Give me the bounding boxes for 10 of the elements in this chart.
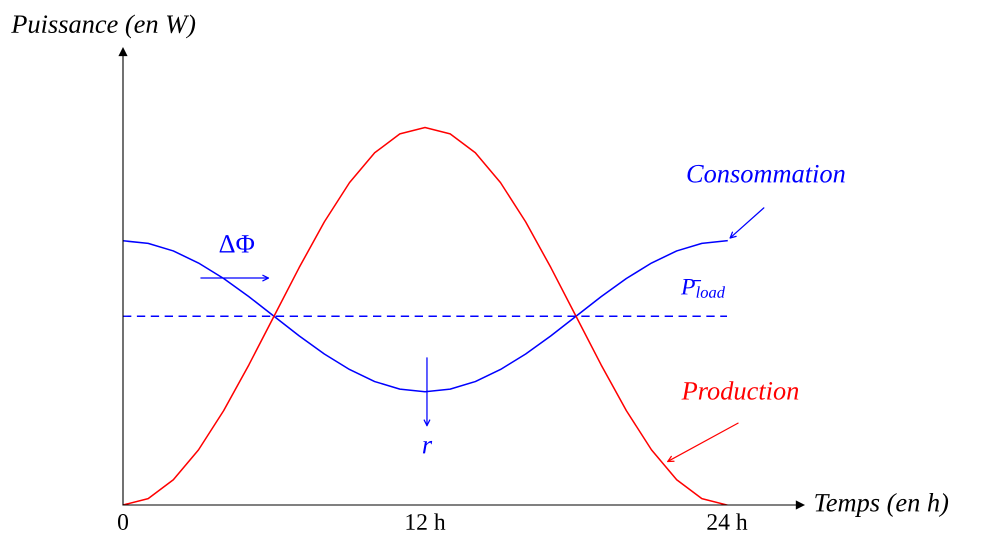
x-tick-label: 24 h (707, 513, 748, 530)
x-axis-title: Temps (en h) (815, 493, 948, 517)
annotation: r (422, 440, 432, 454)
ref-line-label: P̄$_{load}$ (680, 278, 726, 298)
annotation: ΔΦ (220, 235, 254, 252)
annotation: Production (681, 381, 798, 400)
annotation: Consommation (687, 164, 845, 183)
x-tick-label: 0 (118, 514, 128, 530)
y-axis-title: Puissance (en W) (11, 14, 196, 38)
x-tick-label: 12 h (406, 513, 446, 530)
